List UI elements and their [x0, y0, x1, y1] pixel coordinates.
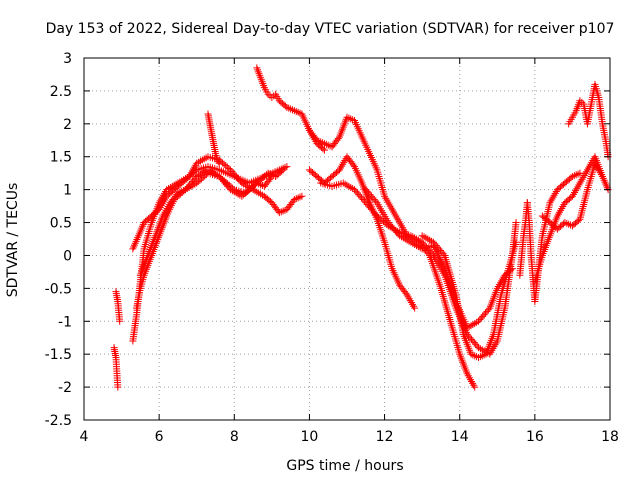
data-point	[372, 197, 380, 205]
data-point	[402, 289, 410, 297]
x-tick-label: 4	[80, 429, 89, 445]
data-point	[225, 181, 233, 189]
series-s1	[112, 288, 124, 325]
y-tick-label: -2.5	[45, 413, 72, 429]
data-point	[471, 383, 479, 391]
series-s6	[136, 166, 287, 279]
series-s7	[204, 110, 223, 167]
y-tick-label: 2	[63, 117, 72, 133]
series-s9	[305, 113, 479, 391]
data-point	[372, 210, 380, 218]
data-point	[484, 306, 492, 314]
x-tick-label: 14	[451, 429, 469, 445]
series-s17	[565, 80, 612, 161]
x-tick-label: 12	[376, 429, 394, 445]
data-markers	[110, 64, 612, 391]
data-point	[283, 163, 291, 171]
data-point	[222, 178, 230, 186]
chart-title: Day 153 of 2022, Sidereal Day-to-day VTE…	[46, 21, 615, 37]
data-point	[294, 194, 302, 202]
data-point	[215, 172, 223, 180]
data-point	[114, 383, 122, 391]
data-point	[220, 177, 228, 185]
data-point	[512, 219, 520, 227]
y-tick-label: 2.5	[50, 84, 72, 100]
y-tick-label: -0.5	[45, 281, 72, 297]
data-point	[512, 238, 520, 246]
series-s18	[516, 199, 531, 279]
series-s16	[531, 153, 612, 286]
plot-frame	[83, 57, 611, 421]
data-point	[278, 167, 286, 175]
y-tick-label: 1	[63, 183, 72, 199]
x-axis-label: GPS time / hours	[286, 458, 403, 474]
y-tick-label: -2	[58, 380, 72, 396]
data-point	[572, 171, 580, 179]
y-tick-label: 1.5	[50, 150, 72, 166]
x-tick-label: 18	[601, 429, 619, 445]
data-point	[229, 184, 237, 192]
y-tick-label: -1	[58, 314, 72, 330]
data-point	[439, 250, 447, 258]
data-point	[349, 161, 357, 169]
data-point	[428, 250, 436, 258]
data-point	[225, 164, 233, 172]
y-axis-label: SDTVAR / TECUs	[5, 183, 21, 298]
x-tick-label: 16	[526, 429, 544, 445]
series-s11	[317, 179, 520, 358]
series-s13	[418, 232, 520, 361]
data-point	[320, 146, 328, 154]
series-s2	[110, 344, 122, 391]
data-point	[217, 174, 225, 182]
x-axis-ticks: 4 6 8 10 12 14 16 18	[80, 58, 619, 445]
data-point	[214, 158, 222, 166]
series-s12	[362, 186, 516, 332]
data-point	[471, 352, 479, 360]
y-tick-label: 0.5	[50, 216, 72, 232]
series-s4	[129, 153, 306, 253]
data-point	[298, 192, 306, 200]
y-tick-label: 0	[63, 248, 72, 264]
data-point	[334, 135, 342, 143]
y-tick-label: -1.5	[45, 347, 72, 363]
data-point	[227, 183, 235, 191]
data-point	[202, 171, 210, 179]
data-point	[224, 180, 232, 188]
data-point	[116, 317, 124, 325]
data-point	[268, 93, 276, 101]
grid	[84, 58, 610, 420]
y-axis-ticks: -2.5 -2 -1.5 -1 -0.5 0 0.5 1 1.5 2 2.5 3	[45, 51, 610, 429]
data-point	[523, 199, 531, 207]
data-point	[279, 207, 287, 215]
x-tick-label: 8	[230, 429, 239, 445]
data-point	[219, 175, 227, 183]
y-tick-label: 3	[63, 51, 72, 67]
data-point	[411, 304, 419, 312]
series-s10	[305, 153, 419, 312]
data-point	[279, 166, 287, 174]
data-point	[215, 159, 223, 167]
x-tick-label: 6	[155, 429, 164, 445]
x-tick-label: 10	[301, 429, 319, 445]
data-point	[319, 145, 327, 153]
